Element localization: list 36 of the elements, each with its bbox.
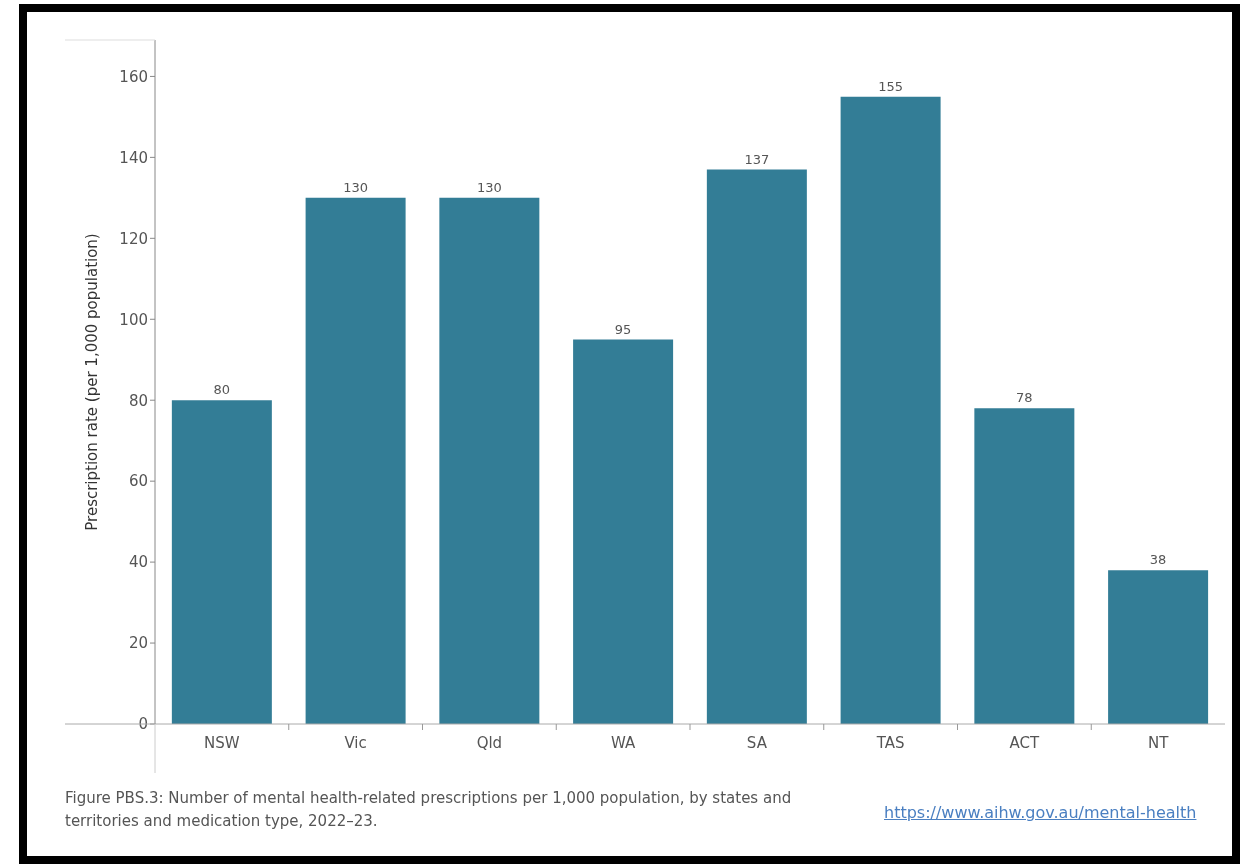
data-label: 80 <box>213 382 231 398</box>
bar <box>439 197 540 724</box>
x-tick-label: TAS <box>875 734 905 752</box>
bar <box>305 197 406 724</box>
data-label: 38 <box>1149 552 1167 568</box>
x-tick-label: Qld <box>476 734 503 752</box>
y-axis-title: Prescription rate (per 1,000 population) <box>83 233 101 531</box>
y-tick-label: 160 <box>119 67 148 86</box>
x-tick-label: Vic <box>344 734 367 752</box>
data-label: 95 <box>614 321 632 337</box>
x-tick-label: WA <box>610 734 636 752</box>
bar <box>573 339 674 724</box>
data-label: 137 <box>744 151 770 167</box>
y-tick-label: 100 <box>119 310 148 329</box>
x-tick-label: SA <box>746 734 768 752</box>
data-label: 78 <box>1016 390 1033 406</box>
bar <box>1108 570 1209 724</box>
bar <box>840 96 941 724</box>
y-tick-label: 140 <box>119 148 148 167</box>
x-tick-label: ACT <box>1009 734 1041 752</box>
y-tick-label: 20 <box>128 634 148 653</box>
data-label: 130 <box>476 179 502 195</box>
data-label: 130 <box>343 179 369 195</box>
data-label: 155 <box>878 78 904 94</box>
x-tick-label: NSW <box>204 734 240 752</box>
y-tick-label: 0 <box>138 715 148 734</box>
y-tick-label: 80 <box>128 391 148 410</box>
x-tick-label: NT <box>1147 734 1170 752</box>
bar <box>974 408 1075 724</box>
bar <box>706 169 807 724</box>
y-tick-label: 120 <box>119 229 148 248</box>
y-tick-label: 60 <box>128 472 148 491</box>
y-tick-label: 40 <box>128 553 148 572</box>
text: https://www.aihw.gov.au/mental-health <box>884 803 1197 822</box>
bar <box>171 400 272 724</box>
text: Figure PBS.3: Number of mental health-related prescriptions per 1,000 population, by states and territories and medication type, 2022–23. <box>65 788 793 832</box>
